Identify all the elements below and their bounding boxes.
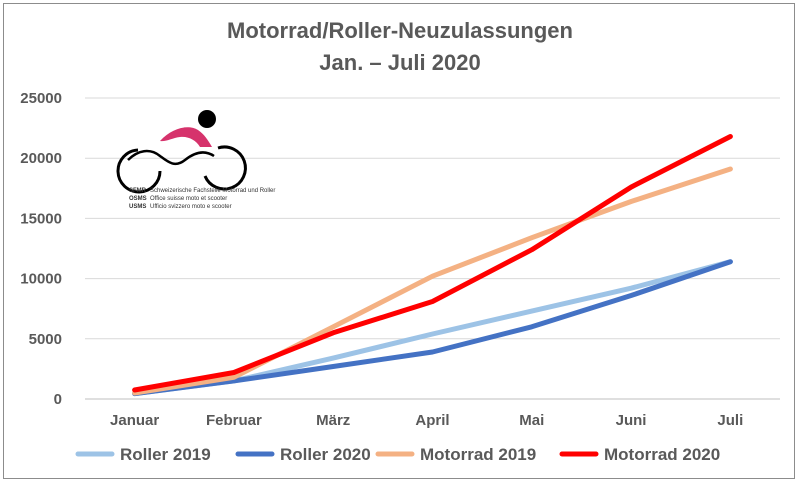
legend-label: Roller 2019 bbox=[120, 445, 211, 464]
y-tick-label: 10000 bbox=[20, 271, 62, 288]
x-tick-label: Januar bbox=[110, 412, 159, 429]
series-line-2 bbox=[132, 166, 733, 396]
legend: Roller 2019 Roller 2020 Motorrad 2019 Motor… bbox=[75, 445, 720, 464]
y-tick-label: 15000 bbox=[20, 210, 62, 227]
logo-abbr-2: OSMS bbox=[129, 196, 147, 202]
rider-body-icon bbox=[160, 127, 212, 147]
x-tick-label: März bbox=[316, 412, 350, 429]
y-tick-label: 20000 bbox=[20, 150, 62, 167]
chart-subtitle: Jan. – Juli 2020 bbox=[319, 50, 481, 75]
logo-text-1: Schweizerische Fachstelle Motorrad und R… bbox=[150, 188, 275, 194]
x-tick-label: Juli bbox=[717, 412, 743, 429]
series-line-1 bbox=[132, 259, 733, 397]
x-axis-ticks: Januar Februar März April Mai Juni Juli bbox=[110, 412, 743, 429]
logo-text-2: Office suisse moto et scooter bbox=[150, 196, 227, 202]
logo-abbr-3: USMS bbox=[129, 204, 146, 210]
rear-wheel-icon bbox=[116, 148, 162, 194]
y-tick-label: 25000 bbox=[20, 90, 62, 107]
chart-title: Motorrad/Roller-Neuzulassungen bbox=[227, 18, 573, 43]
x-tick-label: Mai bbox=[519, 412, 544, 429]
x-tick-label: Februar bbox=[206, 412, 262, 429]
series-line-3 bbox=[132, 134, 733, 393]
y-tick-label: 5000 bbox=[29, 331, 62, 348]
motorcycle-logo: SFMR Schweizerische Fachstelle Motorrad … bbox=[116, 110, 275, 210]
legend-label: Roller 2020 bbox=[280, 445, 371, 464]
chart-frame bbox=[3, 3, 795, 479]
bike-frame-icon bbox=[127, 149, 215, 166]
y-axis-ticks: 0 5000 10000 15000 20000 25000 bbox=[20, 90, 62, 408]
logo-text-3: Ufficio svizzero moto e scooter bbox=[150, 204, 232, 210]
x-tick-label: April bbox=[415, 412, 449, 429]
series-lines bbox=[132, 134, 733, 397]
legend-label: Motorrad 2020 bbox=[604, 445, 720, 464]
legend-label: Motorrad 2019 bbox=[420, 445, 536, 464]
rider-head-icon bbox=[198, 110, 216, 128]
y-tick-label: 0 bbox=[54, 391, 62, 408]
front-wheel-icon bbox=[203, 145, 247, 191]
logo-abbr-1: SFMR bbox=[129, 188, 147, 194]
x-tick-label: Juni bbox=[616, 412, 647, 429]
